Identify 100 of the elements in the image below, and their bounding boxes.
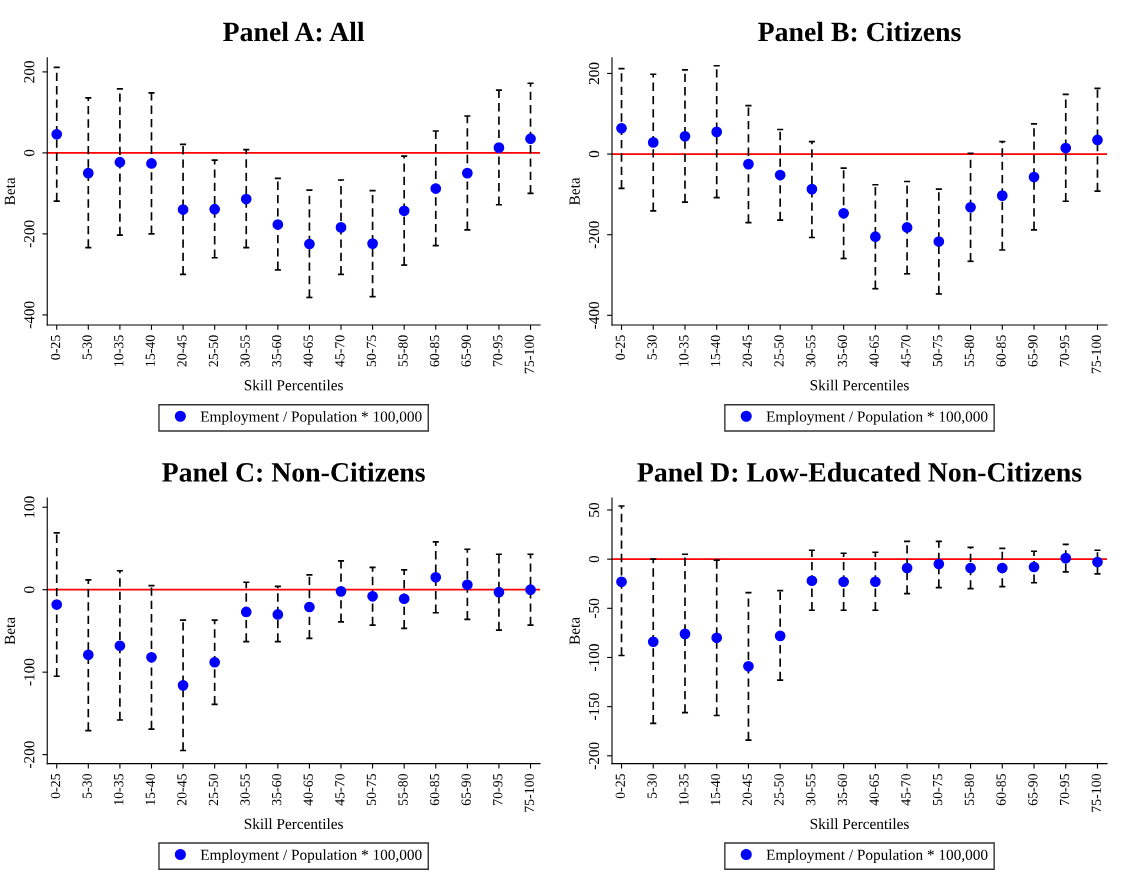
- x-tick-label: 55-80: [964, 335, 975, 367]
- x-tick-label: 25-50: [774, 773, 784, 806]
- point: [177, 204, 189, 215]
- point: [965, 201, 976, 213]
- point: [335, 585, 347, 597]
- x-tick-label: 0-25: [50, 773, 61, 799]
- x-axis-title: Skill Percentiles: [244, 379, 343, 391]
- x-tick-label: 15-40: [145, 335, 155, 366]
- chart-title: Panel D: Low-Educated Non-Citizens: [637, 462, 1082, 482]
- x-tick-label: 40-65: [303, 335, 313, 367]
- x-tick-label: 65-90: [461, 773, 471, 806]
- x-tick-label: 10-35: [114, 773, 124, 805]
- x-tick-label: 55-80: [398, 773, 408, 805]
- y-axis-title: Beta: [4, 617, 16, 645]
- x-tick-label: 10-35: [114, 335, 124, 366]
- point: [647, 137, 659, 148]
- point: [209, 656, 221, 668]
- x-tick-label: 75-100: [524, 335, 534, 374]
- x-tick-label: 60-85: [996, 335, 1006, 367]
- point: [870, 231, 881, 243]
- x-tick-label: 35-60: [271, 335, 282, 367]
- point: [335, 222, 347, 233]
- chart-title: Panel A: All: [223, 21, 365, 42]
- point: [1060, 142, 1072, 154]
- x-tick-label: 10-35: [679, 335, 689, 366]
- x-tick-label: 15-40: [710, 773, 721, 805]
- x-tick-label: 70-95: [1059, 773, 1070, 805]
- x-tick-label: 75-100: [1091, 773, 1101, 812]
- point: [398, 205, 410, 217]
- x-tick-label: 75-100: [1091, 335, 1101, 374]
- point: [1060, 552, 1072, 564]
- x-tick-label: 45-70: [335, 335, 345, 367]
- y-tick-label: 0: [588, 150, 600, 158]
- point: [996, 190, 1008, 201]
- x-tick-label: 10-35: [679, 773, 689, 805]
- point: [82, 167, 94, 179]
- x-tick-label: 30-55: [806, 773, 816, 806]
- chart-title: Panel B: Citizens: [758, 21, 961, 42]
- point: [525, 584, 536, 596]
- legend-label: Employment / Population * 100,000: [200, 411, 422, 425]
- point: [743, 158, 754, 170]
- y-tick-label: 0: [24, 586, 35, 593]
- x-tick-label: 50-75: [366, 335, 377, 367]
- x-tick-label: 20-45: [177, 335, 187, 367]
- x-tick-label: 25-50: [208, 773, 219, 806]
- point: [493, 142, 505, 153]
- legend-label: Employment / Population * 100,000: [766, 849, 988, 864]
- y-tick-label: -100: [24, 658, 35, 686]
- point: [304, 601, 315, 613]
- x-axis-title: Skill Percentiles: [810, 379, 909, 391]
- y-tick-label: -200: [24, 741, 35, 769]
- x-tick-label: 65-90: [1028, 335, 1038, 367]
- y-tick-label: -200: [588, 742, 600, 770]
- x-tick-label: 50-75: [932, 335, 943, 367]
- point: [1028, 561, 1040, 573]
- point: [933, 558, 945, 570]
- y-tick-label: 0: [588, 555, 600, 563]
- point: [367, 590, 378, 602]
- point: [743, 660, 754, 672]
- x-tick-label: 70-95: [493, 335, 503, 367]
- point: [616, 122, 627, 134]
- x-tick-label: 20-45: [177, 773, 187, 806]
- chart-title: Panel C: Non-Citizens: [162, 462, 425, 482]
- point: [114, 640, 126, 652]
- x-tick-label: 40-65: [869, 773, 879, 806]
- point: [806, 183, 818, 195]
- point: [461, 579, 473, 591]
- point: [616, 576, 627, 588]
- point: [51, 128, 63, 140]
- point: [304, 238, 315, 250]
- y-tick-label: 0: [24, 149, 35, 157]
- point: [711, 126, 723, 138]
- y-axis-title: Beta: [4, 177, 16, 205]
- point: [51, 599, 63, 610]
- x-tick-label: 20-45: [742, 773, 752, 806]
- point: [679, 130, 691, 142]
- x-tick-label: 70-95: [493, 773, 503, 805]
- x-tick-label: 25-50: [208, 335, 219, 367]
- point: [493, 586, 505, 598]
- point: [838, 576, 849, 588]
- x-tick-label: 50-75: [932, 773, 943, 805]
- x-tick-label: 30-55: [806, 335, 816, 367]
- x-tick-label: 45-70: [901, 773, 911, 806]
- x-tick-label: 5-30: [82, 335, 92, 360]
- y-tick-label: 50: [588, 502, 600, 517]
- legend-label: Employment / Population * 100,000: [766, 411, 988, 425]
- point: [1092, 556, 1103, 568]
- point: [114, 156, 126, 168]
- x-tick-label: 15-40: [145, 773, 155, 805]
- x-tick-label: 0-25: [615, 335, 625, 360]
- x-tick-label: 70-95: [1059, 335, 1070, 367]
- point: [774, 169, 786, 181]
- x-tick-label: 45-70: [335, 773, 345, 806]
- y-tick-label: -400: [588, 301, 600, 329]
- point: [838, 207, 849, 219]
- x-tick-label: 65-90: [1028, 773, 1038, 806]
- x-tick-label: 35-60: [837, 773, 848, 806]
- point: [679, 628, 691, 640]
- x-axis-title: Skill Percentiles: [810, 818, 909, 830]
- x-tick-label: 40-65: [869, 335, 879, 367]
